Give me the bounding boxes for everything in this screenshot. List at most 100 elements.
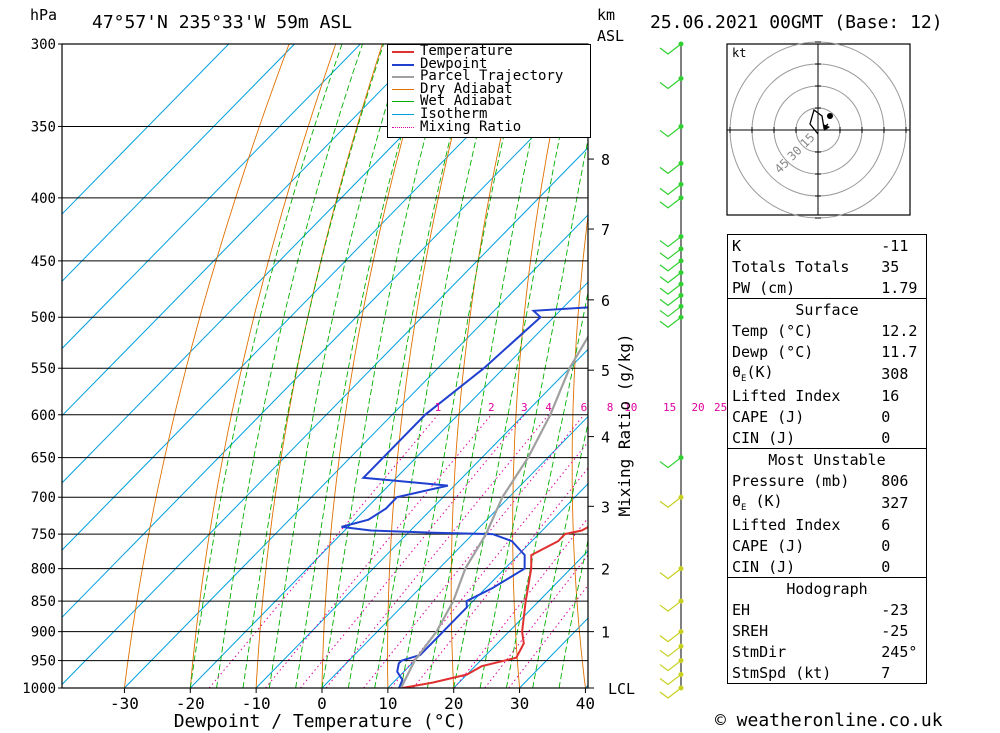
mixing-ratio-tick-label: 1 xyxy=(435,401,442,414)
wind-barb xyxy=(659,183,682,196)
dry-adiabat-line xyxy=(512,44,570,688)
mixing-ratio-line xyxy=(265,414,492,688)
x-tick-label: -10 xyxy=(242,694,271,713)
pw-value: 1.79 xyxy=(881,278,918,297)
isotherm-line xyxy=(62,44,427,417)
legend-isotherm: Isotherm xyxy=(388,107,590,121)
km-tick-label: 6 xyxy=(601,292,610,310)
mixing-ratio-line xyxy=(325,414,549,688)
sreh-value: -25 xyxy=(881,621,909,640)
storm-motion-dot xyxy=(827,113,833,119)
mixing-ratio-tick-label: 15 xyxy=(663,401,676,414)
wind-barb xyxy=(659,631,682,643)
li-value: 16 xyxy=(881,386,900,405)
dry-adiabat-line xyxy=(989,44,1000,688)
stability-indices-table: K -11 Totals Totals 35 PW (cm) 1.79 Surface… xyxy=(727,234,927,684)
km-tick-label: 8 xyxy=(601,151,610,169)
wet-adiabat-line xyxy=(216,44,363,688)
surface-header: Surface xyxy=(727,298,927,320)
wind-barb xyxy=(659,78,682,90)
mu-theta-value: 327 xyxy=(881,493,909,512)
pressure-tick-label: 400 xyxy=(31,191,56,207)
axis-labels: 1 2 3 4 6 8 10 15 20 25-30 -20 -10 0 10 20 30 40Dewpoint… xyxy=(110,333,727,732)
wet-adiabat-line xyxy=(532,421,588,688)
isotherm-line xyxy=(124,214,588,688)
legend-mixing-ratio: Mixing Ratio xyxy=(388,120,590,133)
parcel-trajectory-line xyxy=(400,334,588,688)
datetime-title: 25.06.2021 00GMT (Base: 12) xyxy=(650,12,943,33)
wind-barb xyxy=(659,660,682,672)
temp-value: 12.2 xyxy=(881,321,918,340)
wet-adiabat-line xyxy=(268,44,406,688)
x-tick-label: -30 xyxy=(110,694,139,713)
x-tick-label: 20 xyxy=(444,694,463,713)
dry-adiabat-line xyxy=(123,44,290,688)
mu-cin-label: CIN (J) xyxy=(732,557,796,576)
mu-pressure-label: Pressure (mb) xyxy=(732,471,850,490)
dry-adiabat-line xyxy=(255,44,383,688)
sreh-label: SREH xyxy=(732,621,769,640)
eh-value: -23 xyxy=(881,600,909,619)
wind-barb xyxy=(659,283,682,295)
mu-cin-value: 0 xyxy=(881,557,891,576)
km-tick-label: 4 xyxy=(601,429,610,447)
km-tick-label: 3 xyxy=(601,498,610,516)
wet-adiabat-line xyxy=(242,44,385,688)
temperature-line xyxy=(402,526,588,688)
pressure-tick-label: 700 xyxy=(31,490,56,506)
theta-value: 308 xyxy=(881,364,909,383)
wind-barb xyxy=(659,43,682,55)
isotherm-line xyxy=(62,79,588,619)
wind-barb xyxy=(659,260,682,272)
eh-label: EH xyxy=(732,600,751,619)
mu-theta-label: θE (K) xyxy=(732,492,783,513)
dry-adiabat-line xyxy=(387,44,477,688)
wind-barb xyxy=(659,645,682,658)
copyright: © weatheronline.co.uk xyxy=(715,710,943,731)
cape-value: 0 xyxy=(881,407,891,426)
wet-adiabat-line xyxy=(321,44,452,688)
isotherm-line xyxy=(62,44,559,551)
wind-barb xyxy=(659,600,682,612)
stmdir-value: 245° xyxy=(881,642,918,661)
pw-label: PW (cm) xyxy=(732,278,796,297)
isotherm-line xyxy=(189,281,588,688)
wind-barb xyxy=(659,457,682,469)
x-tick-label: -20 xyxy=(176,694,205,713)
tt-label: Totals Totals xyxy=(732,257,850,276)
wind-barb xyxy=(659,316,682,328)
dewp-label: Dewp (°C) xyxy=(732,342,814,361)
km-tick-label: LCL xyxy=(608,680,635,698)
pressure-tick-label: 850 xyxy=(31,594,56,610)
asl-label: ASL xyxy=(597,27,625,45)
pressure-tick-label: 500 xyxy=(31,310,56,326)
mu-li-value: 6 xyxy=(881,515,891,534)
dry-adiabat-line xyxy=(942,44,1000,688)
mu-cape-label: CAPE (J) xyxy=(732,536,805,555)
stmspd-label: StmSpd (kt) xyxy=(732,663,832,682)
pressure-tick-label: 600 xyxy=(31,408,56,424)
wet-adiabat-line xyxy=(426,44,553,688)
mu-pressure-value: 806 xyxy=(881,471,909,490)
mixing-ratio-line xyxy=(454,517,588,688)
km-tick-label: 1 xyxy=(601,624,610,642)
mixing-ratio-tick-label: 4 xyxy=(545,401,552,414)
dewp-value: 11.7 xyxy=(881,342,918,361)
legend: Temperature Dewpoint Parcel Trajectory D… xyxy=(387,44,591,138)
isotherm-line xyxy=(62,44,295,283)
wet-adiabat-line xyxy=(374,44,501,688)
km-tick-label: 5 xyxy=(601,362,610,380)
wind-barb xyxy=(659,305,682,318)
mixing-ratio-tick-label: 3 xyxy=(521,401,528,414)
km-tick-label: 7 xyxy=(601,221,610,239)
temp-label: Temp (°C) xyxy=(732,321,814,340)
wind-barb xyxy=(659,236,682,248)
x-tick-label: 10 xyxy=(378,694,397,713)
wet-adiabat-line xyxy=(189,44,343,688)
wind-barb xyxy=(659,272,682,284)
tt-value: 35 xyxy=(881,257,900,276)
pressure-tick-label: 1000 xyxy=(22,681,56,697)
mixing-ratio-tick-label: 8 xyxy=(607,401,614,414)
dewpoint-line xyxy=(341,306,588,688)
